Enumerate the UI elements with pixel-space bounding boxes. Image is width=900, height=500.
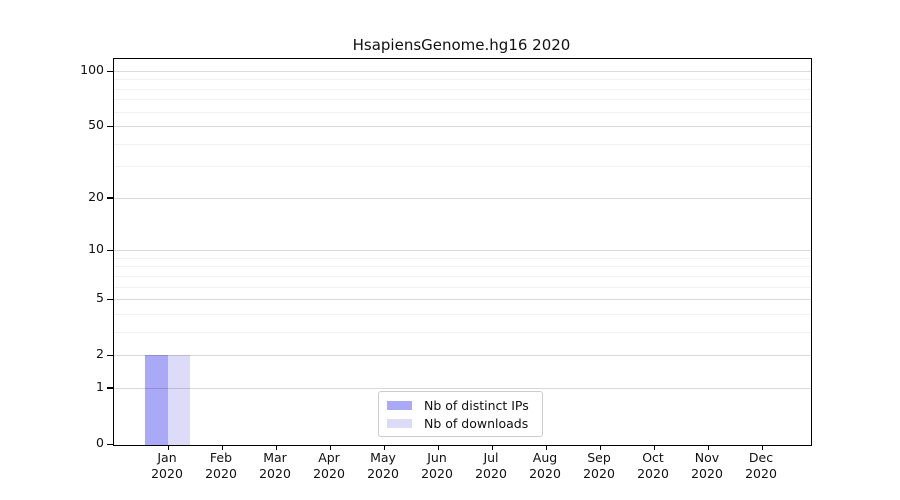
gridline-minor — [114, 286, 811, 288]
y-tick-label: 100 — [80, 62, 104, 77]
month-label: Jan — [157, 450, 177, 465]
legend-label-distinct-ips: Nb of distinct IPs — [424, 397, 529, 413]
year-label: 2020 — [259, 466, 291, 481]
x-tick-mark — [275, 445, 277, 450]
y-tick-label: 50 — [88, 117, 104, 133]
y-tick-mark — [107, 249, 113, 252]
y-tick-mark — [107, 443, 113, 445]
year-label: 2020 — [529, 466, 561, 481]
month-label: Aug — [532, 450, 558, 465]
month-label: Jul — [483, 450, 499, 465]
y-tick-mark — [107, 387, 113, 389]
x-tick-label: Sep 2020 — [569, 450, 629, 482]
gridline-major — [114, 355, 811, 357]
gridline-minor — [114, 266, 811, 268]
gridline-minor — [114, 88, 811, 90]
x-tick-mark — [221, 445, 223, 450]
legend-item-distinct-ips: Nb of distinct IPs — [387, 396, 536, 414]
x-tick-mark — [707, 445, 709, 450]
gridline-major — [114, 299, 811, 301]
x-tick-mark — [599, 445, 601, 450]
x-tick-mark — [545, 445, 547, 450]
month-label: Sep — [587, 450, 611, 465]
gridline-major — [114, 197, 811, 199]
x-tick-mark — [653, 445, 655, 450]
y-tick-label: 0 — [96, 435, 104, 450]
month-label: Feb — [209, 450, 233, 465]
month-label: May — [370, 450, 396, 465]
x-tick-mark — [437, 445, 439, 450]
x-tick-mark — [491, 445, 493, 450]
gridline-major — [114, 387, 811, 389]
y-tick-mark — [107, 125, 113, 128]
gridline-major — [114, 126, 811, 128]
bar-distinct-ips-jan — [145, 355, 168, 445]
y-tick-label: 5 — [96, 290, 104, 306]
gridline-minor — [114, 331, 811, 333]
year-label: 2020 — [367, 466, 399, 481]
year-label: 2020 — [691, 466, 723, 481]
gridline-minor — [114, 111, 811, 113]
x-tick-mark — [167, 445, 169, 450]
year-label: 2020 — [421, 466, 453, 481]
gridline-minor — [114, 143, 811, 145]
gridline-minor — [114, 99, 811, 101]
year-label: 2020 — [205, 466, 237, 481]
gridline-major — [114, 250, 811, 252]
bar-downloads-jan — [168, 355, 190, 445]
gridline-minor — [114, 79, 811, 81]
y-tick-label: 10 — [88, 241, 104, 257]
year-label: 2020 — [151, 466, 183, 481]
legend-swatch-downloads-icon — [387, 418, 412, 428]
x-tick-label: Nov 2020 — [677, 450, 737, 482]
gridline-minor — [114, 257, 811, 259]
gridline-minor — [114, 166, 811, 168]
year-label: 2020 — [583, 466, 615, 481]
chart-title: HsapiensGenome.hg16 2020 — [352, 36, 571, 54]
year-label: 2020 — [637, 466, 669, 481]
legend-label-downloads: Nb of downloads — [424, 415, 529, 431]
y-tick-label: 20 — [88, 188, 104, 204]
year-label: 2020 — [475, 466, 507, 481]
gridline-major — [114, 71, 811, 72]
x-tick-mark — [383, 445, 385, 450]
x-tick-mark — [329, 445, 331, 450]
y-tick-label: 1 — [96, 378, 104, 394]
month-label: Nov — [694, 450, 720, 465]
x-tick-label: May 2020 — [353, 450, 413, 482]
month-label: Oct — [642, 450, 664, 465]
y-tick-mark — [107, 298, 113, 301]
gridline-minor — [114, 313, 811, 315]
month-label: Dec — [748, 450, 774, 465]
month-label: Mar — [263, 450, 287, 465]
legend-swatch-distinct-ips-icon — [387, 400, 412, 410]
legend-item-downloads: Nb of downloads — [387, 414, 536, 432]
x-tick-label: Dec 2020 — [731, 450, 791, 482]
x-tick-label: Aug 2020 — [515, 450, 575, 482]
year-label: 2020 — [313, 466, 345, 481]
y-tick-mark — [107, 70, 113, 72]
plot-area — [107, 58, 812, 450]
x-tick-label: Feb 2020 — [191, 450, 251, 482]
x-tick-label: Jul 2020 — [461, 450, 521, 482]
month-label: Apr — [318, 450, 340, 465]
gridline-minor — [114, 275, 811, 277]
x-tick-label: Jan 2020 — [137, 450, 197, 482]
y-tick-mark — [107, 197, 113, 199]
y-tick-label: 2 — [96, 346, 104, 362]
month-label: Jun — [427, 450, 447, 465]
year-label: 2020 — [745, 466, 777, 481]
y-tick-mark — [107, 354, 113, 357]
x-tick-label: Mar 2020 — [245, 450, 305, 482]
x-tick-mark — [761, 445, 763, 450]
x-tick-label: Jun 2020 — [407, 450, 467, 482]
legend: Nb of distinct IPs Nb of downloads — [378, 391, 543, 437]
x-tick-label: Oct 2020 — [623, 450, 683, 482]
x-tick-label: Apr 2020 — [299, 450, 359, 482]
